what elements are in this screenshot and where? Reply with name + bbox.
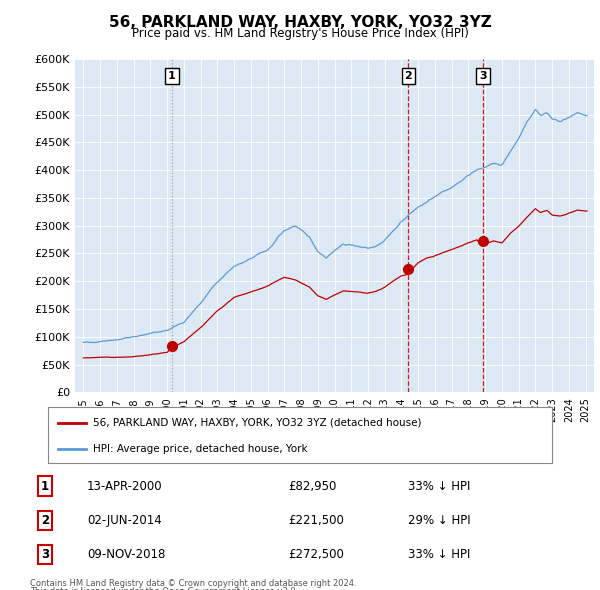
Text: 2: 2 (404, 71, 412, 81)
Text: 56, PARKLAND WAY, HAXBY, YORK, YO32 3YZ (detached house): 56, PARKLAND WAY, HAXBY, YORK, YO32 3YZ … (94, 418, 422, 428)
Text: Contains HM Land Registry data © Crown copyright and database right 2024.: Contains HM Land Registry data © Crown c… (30, 579, 356, 588)
Text: 2: 2 (41, 514, 49, 527)
Text: 33% ↓ HPI: 33% ↓ HPI (408, 548, 470, 561)
Text: 13-APR-2000: 13-APR-2000 (87, 480, 163, 493)
Text: 56, PARKLAND WAY, HAXBY, YORK, YO32 3YZ: 56, PARKLAND WAY, HAXBY, YORK, YO32 3YZ (109, 15, 491, 30)
Text: 1: 1 (168, 71, 176, 81)
Text: £221,500: £221,500 (288, 514, 344, 527)
Text: 29% ↓ HPI: 29% ↓ HPI (408, 514, 470, 527)
Text: 3: 3 (479, 71, 487, 81)
Text: Price paid vs. HM Land Registry's House Price Index (HPI): Price paid vs. HM Land Registry's House … (131, 27, 469, 40)
Text: 09-NOV-2018: 09-NOV-2018 (87, 548, 166, 561)
Text: HPI: Average price, detached house, York: HPI: Average price, detached house, York (94, 444, 308, 454)
Text: 02-JUN-2014: 02-JUN-2014 (87, 514, 162, 527)
Text: £272,500: £272,500 (288, 548, 344, 561)
Text: This data is licensed under the Open Government Licence v3.0.: This data is licensed under the Open Gov… (30, 587, 298, 590)
Text: 3: 3 (41, 548, 49, 561)
Text: 33% ↓ HPI: 33% ↓ HPI (408, 480, 470, 493)
Text: 1: 1 (41, 480, 49, 493)
Text: £82,950: £82,950 (288, 480, 337, 493)
